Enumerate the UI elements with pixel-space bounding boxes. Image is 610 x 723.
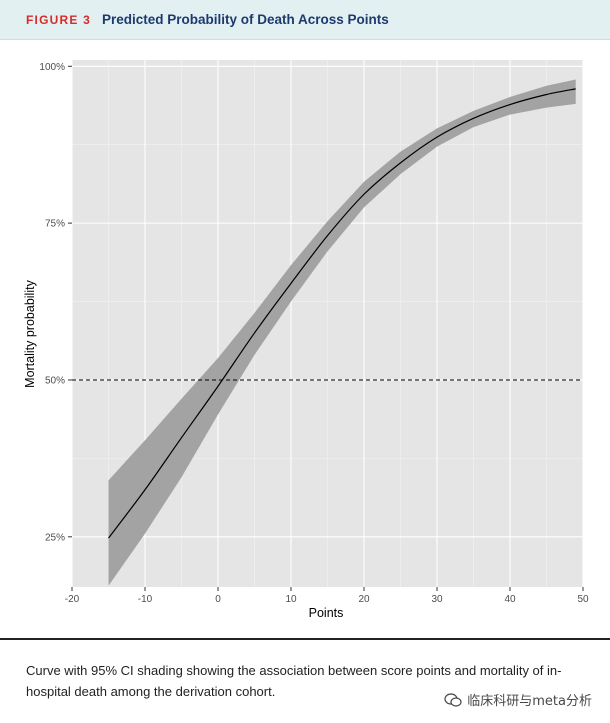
x-tick-label: 0: [215, 594, 221, 605]
chart-container: 25% 50% 75% 100% -20 -10 0 10 20 30 40 50 Points M…: [0, 40, 610, 638]
x-tick-label: 40: [504, 594, 516, 605]
x-tick-label: 30: [431, 594, 443, 605]
figure-title: Predicted Probability of Death Across Po…: [102, 12, 389, 27]
x-tick-label: -20: [65, 594, 80, 605]
watermark: 临床科研与meta分析: [444, 690, 592, 709]
figure-header: FIGURE 3 Predicted Probability of Death …: [0, 0, 610, 40]
caption-box: Curve with 95% CI shading showing the as…: [0, 638, 610, 723]
major-gridlines: [71, 60, 584, 587]
y-axis: 25% 50% 75% 100%: [39, 62, 72, 543]
x-axis-label: Points: [309, 606, 344, 620]
y-tick-label: 50%: [45, 375, 65, 386]
x-tick-label: 10: [285, 594, 297, 605]
x-tick-label: -10: [138, 594, 153, 605]
x-axis: -20 -10 0 10 20 30 40 50: [65, 587, 589, 605]
y-tick-label: 25%: [45, 532, 65, 543]
wechat-icon: [444, 692, 462, 707]
probability-curve: [108, 88, 576, 539]
x-tick-label: 20: [358, 594, 370, 605]
x-tick-label: 50: [577, 594, 589, 605]
watermark-text: 临床科研与meta分析: [467, 694, 592, 709]
figure-caption: Curve with 95% CI shading showing the as…: [26, 663, 562, 699]
y-tick-label: 100%: [39, 62, 65, 73]
mortality-chart: 25% 50% 75% 100% -20 -10 0 10 20 30 40 50 Points M…: [23, 60, 589, 620]
figure-label: FIGURE 3: [26, 13, 91, 27]
y-tick-label: 75%: [45, 219, 65, 230]
y-axis-label: Mortality probability: [23, 279, 37, 387]
